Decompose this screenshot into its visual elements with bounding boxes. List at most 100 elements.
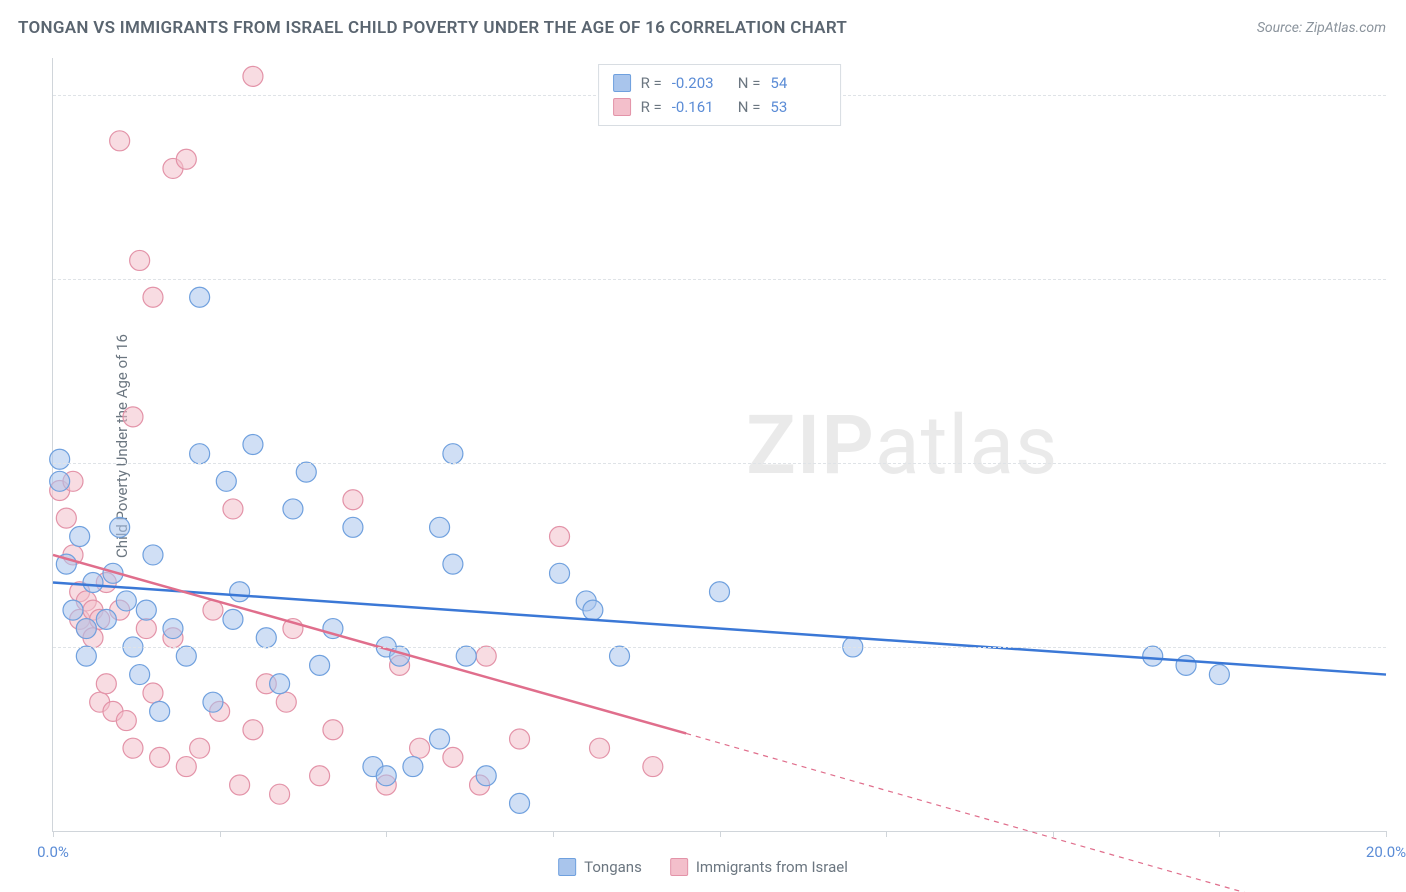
data-point: [610, 646, 630, 666]
data-point: [176, 757, 196, 777]
data-point: [710, 582, 730, 602]
n-value: 54: [770, 71, 826, 95]
legend-label: Immigrants from Israel: [696, 858, 848, 876]
data-point: [116, 591, 136, 611]
data-point: [143, 683, 163, 703]
data-point: [143, 545, 163, 565]
y-tick-label: 10.0%: [1394, 638, 1406, 656]
data-point: [130, 250, 150, 270]
data-point: [476, 766, 496, 786]
data-point: [1209, 665, 1229, 685]
data-point: [203, 692, 223, 712]
data-point: [150, 701, 170, 721]
data-point: [443, 747, 463, 767]
series-legend: Tongans Immigrants from Israel: [558, 858, 848, 876]
data-point: [510, 793, 530, 813]
data-point: [50, 449, 70, 469]
x-tick-mark: [386, 831, 387, 837]
data-point: [56, 508, 76, 528]
data-point: [70, 527, 90, 547]
data-point: [176, 646, 196, 666]
data-point: [190, 444, 210, 464]
x-tick-mark: [553, 831, 554, 837]
data-point: [190, 738, 210, 758]
legend-swatch-icon: [670, 858, 688, 876]
data-point: [136, 600, 156, 620]
data-point: [430, 729, 450, 749]
trend-line-pink: [53, 555, 686, 734]
legend-swatch-icon: [613, 98, 631, 116]
x-tick-mark: [1053, 831, 1054, 837]
correlation-legend: R = -0.203 N = 54 R = -0.161 N = 53: [598, 64, 842, 126]
data-point: [123, 407, 143, 427]
y-tick-label: 20.0%: [1394, 454, 1406, 472]
y-tick-label: 40.0%: [1394, 86, 1406, 104]
n-value: 53: [770, 95, 826, 119]
r-value: -0.161: [672, 95, 728, 119]
data-point: [116, 711, 136, 731]
x-tick-mark: [53, 831, 54, 837]
data-point: [270, 674, 290, 694]
data-point: [76, 619, 96, 639]
data-point: [150, 747, 170, 767]
data-point: [110, 131, 130, 151]
data-point: [223, 609, 243, 629]
data-point: [323, 720, 343, 740]
x-tick-mark: [720, 831, 721, 837]
x-tick-label: 0.0%: [37, 843, 69, 861]
data-point: [243, 720, 263, 740]
x-tick-mark: [1219, 831, 1220, 837]
data-point: [476, 646, 496, 666]
data-point: [110, 517, 130, 537]
legend-item: Immigrants from Israel: [670, 858, 848, 876]
x-tick-mark: [1386, 831, 1387, 837]
chart-title: TONGAN VS IMMIGRANTS FROM ISRAEL CHILD P…: [18, 18, 847, 38]
data-point: [223, 499, 243, 519]
data-point: [230, 582, 250, 602]
plot-svg: [53, 58, 1386, 831]
data-point: [63, 600, 83, 620]
gridline: [53, 463, 1386, 464]
data-point: [76, 646, 96, 666]
data-point: [310, 655, 330, 675]
plot-area: R = -0.203 N = 54 R = -0.161 N = 53 ZIPa…: [52, 58, 1386, 832]
data-point: [283, 499, 303, 519]
data-point: [550, 563, 570, 583]
data-point: [216, 471, 236, 491]
data-point: [410, 738, 430, 758]
legend-row: R = -0.203 N = 54: [613, 71, 827, 95]
data-point: [163, 619, 183, 639]
data-point: [130, 665, 150, 685]
x-tick-label: 20.0%: [1366, 843, 1406, 861]
data-point: [443, 444, 463, 464]
data-point: [510, 729, 530, 749]
data-point: [343, 517, 363, 537]
data-point: [123, 738, 143, 758]
y-tick-label: 30.0%: [1394, 270, 1406, 288]
data-point: [550, 527, 570, 547]
data-point: [443, 554, 463, 574]
data-point: [1143, 646, 1163, 666]
data-point: [296, 462, 316, 482]
data-point: [456, 646, 476, 666]
data-point: [50, 471, 70, 491]
data-point: [310, 766, 330, 786]
chart-container: TONGAN VS IMMIGRANTS FROM ISRAEL CHILD P…: [0, 0, 1406, 892]
gridline: [53, 279, 1386, 280]
data-point: [430, 517, 450, 537]
data-point: [96, 674, 116, 694]
data-point: [230, 775, 250, 795]
data-point: [190, 287, 210, 307]
data-point: [256, 628, 276, 648]
data-point: [243, 66, 263, 86]
data-point: [276, 692, 296, 712]
data-point: [376, 766, 396, 786]
legend-swatch-icon: [613, 74, 631, 92]
data-point: [243, 435, 263, 455]
n-label: N =: [738, 71, 761, 95]
source-attribution: Source: ZipAtlas.com: [1257, 20, 1386, 36]
data-point: [343, 490, 363, 510]
data-point: [583, 600, 603, 620]
data-point: [403, 757, 423, 777]
data-point: [590, 738, 610, 758]
